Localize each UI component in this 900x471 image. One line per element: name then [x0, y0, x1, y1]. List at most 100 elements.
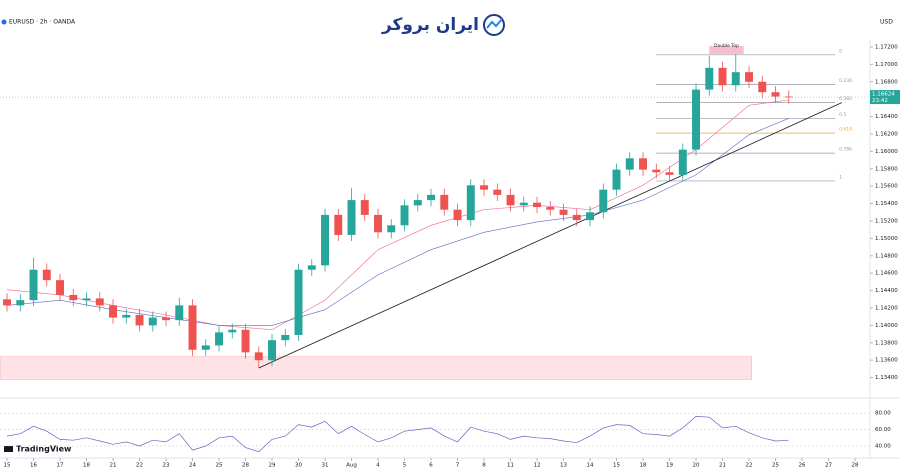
candle-body	[718, 67, 727, 86]
y-tick-label: 1.16200	[875, 131, 898, 137]
x-tick-label: 27	[825, 463, 832, 469]
currency: USD	[880, 19, 893, 26]
y-tick-label: 1.15600	[875, 184, 898, 190]
x-tick-label: 25	[216, 463, 223, 469]
candle-body	[639, 158, 648, 170]
candle-body	[334, 214, 343, 235]
candle-body	[546, 207, 555, 210]
candle-body	[56, 280, 64, 295]
x-tick-label: 26	[799, 463, 806, 469]
candle-body	[784, 96, 793, 98]
candle-body	[162, 317, 170, 321]
symbol: EURUSD · 2h · OANDA	[9, 19, 76, 26]
x-tick-label: 23	[163, 463, 170, 469]
x-tick-label: 4	[376, 463, 380, 469]
countdown: 23:42	[872, 98, 888, 104]
y-tick-label: 1.15000	[875, 236, 898, 242]
osc-tick-label: 40.00	[875, 443, 891, 449]
y-tick-label: 1.16400	[875, 114, 898, 120]
candle-body	[42, 269, 51, 281]
brand-logo	[483, 14, 505, 36]
candle-body	[215, 332, 223, 346]
support-zone	[0, 356, 752, 380]
candle-body	[480, 185, 489, 190]
candle-body	[16, 300, 25, 306]
candle-body	[559, 209, 568, 215]
y-tick-label: 1.16800	[875, 79, 898, 85]
x-tick-label: 11	[507, 463, 514, 469]
candle-body	[69, 294, 78, 301]
x-tick-label: 14	[587, 463, 594, 469]
y-tick-label: 1.16000	[875, 149, 898, 155]
candle-body	[493, 189, 502, 195]
y-tick-label: 1.15400	[875, 201, 898, 207]
x-tick-label: 15	[613, 463, 620, 469]
candle-body	[135, 314, 144, 326]
y-tick-label: 1.17200	[875, 44, 898, 50]
y-tick-label: 1.13800	[875, 340, 898, 346]
trendline	[258, 102, 842, 369]
candle-body	[201, 345, 210, 350]
y-tick-label: 1.14800	[875, 253, 898, 259]
last-price: 1.16624	[872, 92, 895, 98]
double-top-label: Double Top	[714, 43, 739, 49]
y-tick-label: 1.13600	[875, 358, 898, 364]
x-tick-label: 25	[772, 463, 779, 469]
double-top-box	[709, 46, 744, 54]
x-tick-label: 5	[403, 463, 407, 469]
footer: TradingView	[16, 445, 72, 454]
x-tick-label: 18	[640, 463, 647, 469]
candle-body	[148, 317, 157, 326]
y-tick-label: 1.17000	[875, 62, 898, 68]
candle-body	[771, 92, 780, 97]
x-tick-label: 21	[110, 463, 117, 469]
x-tick-label: 22	[136, 463, 143, 469]
candle-body	[466, 185, 475, 221]
y-tick-label: 1.14400	[875, 288, 898, 294]
y-tick-label: 1.14200	[875, 305, 898, 311]
x-tick-label: 17	[57, 463, 64, 469]
candle-body	[281, 334, 290, 341]
candle-body	[427, 194, 435, 201]
fib-ratio: 0	[839, 48, 842, 54]
fib-ratio: 0.5	[839, 112, 846, 118]
candle-body	[387, 225, 396, 233]
x-tick-label: 29	[269, 463, 276, 469]
x-tick-label: 8	[482, 463, 486, 469]
x-tick-label: 21	[719, 463, 726, 469]
candle-body	[360, 200, 369, 215]
y-tick-label: 1.14600	[875, 271, 898, 277]
candle-body	[413, 200, 422, 206]
osc-tick-label: 80.00	[875, 411, 891, 417]
candle-body	[188, 305, 197, 350]
candle-body	[678, 149, 687, 175]
osc-tick-label: 60.00	[875, 427, 891, 433]
oscillator-line	[6, 416, 789, 453]
candle-body	[705, 67, 714, 90]
candle-body	[321, 214, 329, 266]
x-tick-label: 30	[295, 463, 302, 469]
candle-body	[109, 305, 117, 318]
candle-body	[82, 298, 91, 301]
candle-body	[3, 299, 11, 306]
x-tick-label: 24	[189, 463, 196, 469]
y-tick-label: 1.14000	[875, 323, 898, 329]
candle-body	[268, 340, 276, 361]
candle-body	[374, 214, 382, 233]
candle-body	[307, 265, 316, 270]
fib-ratio: 0.236	[839, 78, 852, 84]
fib-ratio: 0.382	[839, 96, 852, 102]
x-tick-label: 31	[322, 463, 329, 469]
brand: ایران بروکر	[381, 15, 479, 35]
x-tick-label: 20	[693, 463, 700, 469]
x-tick-label: 28	[852, 463, 859, 469]
x-tick-label: 28	[242, 463, 249, 469]
y-tick-label: 1.13400	[875, 375, 898, 381]
x-tick-label: 13	[560, 463, 567, 469]
candle-body	[347, 200, 356, 235]
candle-body	[758, 81, 767, 93]
x-tick-label: 18	[83, 463, 90, 469]
candle-body	[294, 269, 303, 335]
